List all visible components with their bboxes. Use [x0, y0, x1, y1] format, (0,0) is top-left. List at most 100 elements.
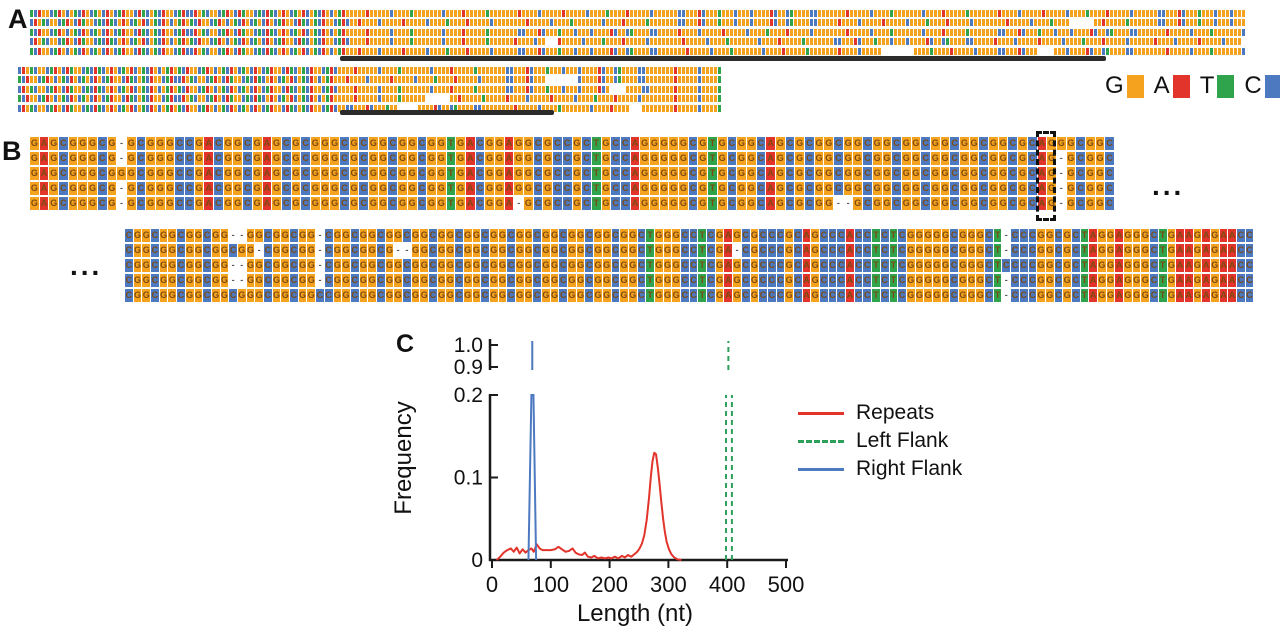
- base-G: G: [146, 182, 155, 195]
- base-T: [166, 85, 169, 93]
- base-G: G: [872, 182, 882, 195]
- base-C: [1134, 28, 1137, 36]
- base-G: [650, 38, 653, 46]
- base-G: G: [960, 167, 969, 180]
- base-G: G: [785, 229, 793, 242]
- base-A: [38, 47, 41, 55]
- base-A: [310, 95, 313, 103]
- base-T: [42, 19, 45, 27]
- base-G: [1222, 28, 1225, 36]
- base-G: [138, 67, 141, 74]
- base-G: [742, 10, 745, 17]
- base-G: [706, 104, 709, 112]
- alignment-gap: -: [120, 183, 124, 193]
- base-A: [206, 104, 209, 112]
- base-A: [126, 76, 129, 84]
- base-G: [742, 19, 745, 27]
- base-G: G: [126, 167, 136, 180]
- base-G: [378, 10, 381, 17]
- base-T: [410, 28, 413, 36]
- base-G: [878, 28, 881, 36]
- base-C: C: [611, 167, 620, 180]
- alignment-gap: -: [318, 245, 322, 255]
- base-G: [594, 76, 597, 84]
- base-T: [486, 10, 489, 17]
- alignment-gap: [1090, 19, 1093, 26]
- base-G: [566, 95, 569, 103]
- base-G: G: [1167, 289, 1176, 302]
- base-G: G: [717, 197, 727, 210]
- base-T: T: [646, 274, 654, 287]
- base-G: [362, 28, 365, 36]
- base-G: [934, 28, 937, 36]
- base-G: G: [698, 197, 708, 210]
- base-G: [506, 19, 509, 27]
- base-T: [74, 28, 77, 36]
- base-G: [538, 95, 541, 103]
- base-C: [294, 104, 297, 112]
- base-G: [806, 10, 809, 17]
- base-G: [594, 67, 597, 74]
- base-C: [1174, 38, 1177, 46]
- base-A: [162, 47, 165, 55]
- base-G: [554, 95, 557, 103]
- base-G: [562, 95, 565, 103]
- base-G: [374, 95, 377, 103]
- base-A: [1018, 47, 1021, 55]
- base-G: [1034, 10, 1037, 17]
- base-G: [382, 19, 385, 27]
- base-G: [1054, 47, 1057, 55]
- base-G: G: [320, 167, 330, 180]
- base-C: [442, 38, 445, 46]
- x-tick-label: 300: [650, 572, 687, 597]
- base-G: G: [930, 197, 940, 210]
- base-T: T: [698, 289, 707, 302]
- base-G: [450, 10, 453, 17]
- base-A: [218, 38, 221, 46]
- base-C: C: [805, 197, 814, 210]
- base-G: G: [437, 289, 446, 302]
- base-C: C: [324, 259, 333, 272]
- base-G: [770, 38, 773, 46]
- alignment-gap: -: [318, 230, 322, 240]
- base-G: [1178, 28, 1181, 36]
- base-A: [122, 28, 125, 36]
- base-C: [114, 10, 117, 17]
- base-T: [98, 19, 101, 27]
- base-A: [194, 28, 197, 36]
- alignment-gap: [1038, 48, 1041, 55]
- base-C: C: [403, 259, 411, 272]
- base-A: [110, 67, 113, 74]
- base-G: [558, 95, 561, 103]
- base-G: [446, 104, 449, 112]
- base-A: A: [724, 289, 733, 302]
- base-T: [234, 38, 237, 46]
- base-G: [694, 76, 697, 84]
- base-G: [394, 19, 397, 27]
- base-G: [562, 28, 565, 36]
- base-G: G: [368, 289, 376, 302]
- base-G: G: [498, 244, 507, 257]
- base-G: G: [246, 259, 255, 272]
- base-G: G: [446, 244, 455, 257]
- base-C: C: [863, 167, 872, 180]
- base-T: T: [446, 137, 456, 150]
- base-C: [158, 19, 161, 27]
- base-G: [898, 19, 901, 27]
- base-G: [370, 67, 373, 74]
- base-G: [1238, 19, 1241, 27]
- base-A: [562, 10, 565, 17]
- base-G: [586, 19, 589, 27]
- base-G: [1090, 10, 1093, 17]
- base-G: [358, 38, 361, 46]
- base-G: [562, 38, 565, 46]
- base-G: [834, 28, 837, 36]
- base-C: [50, 47, 53, 55]
- base-G: [622, 10, 625, 17]
- base-A: A: [465, 167, 475, 180]
- base-G: [678, 67, 681, 74]
- base-C: C: [136, 152, 146, 165]
- base-G: [438, 38, 441, 46]
- base-G: [822, 10, 825, 17]
